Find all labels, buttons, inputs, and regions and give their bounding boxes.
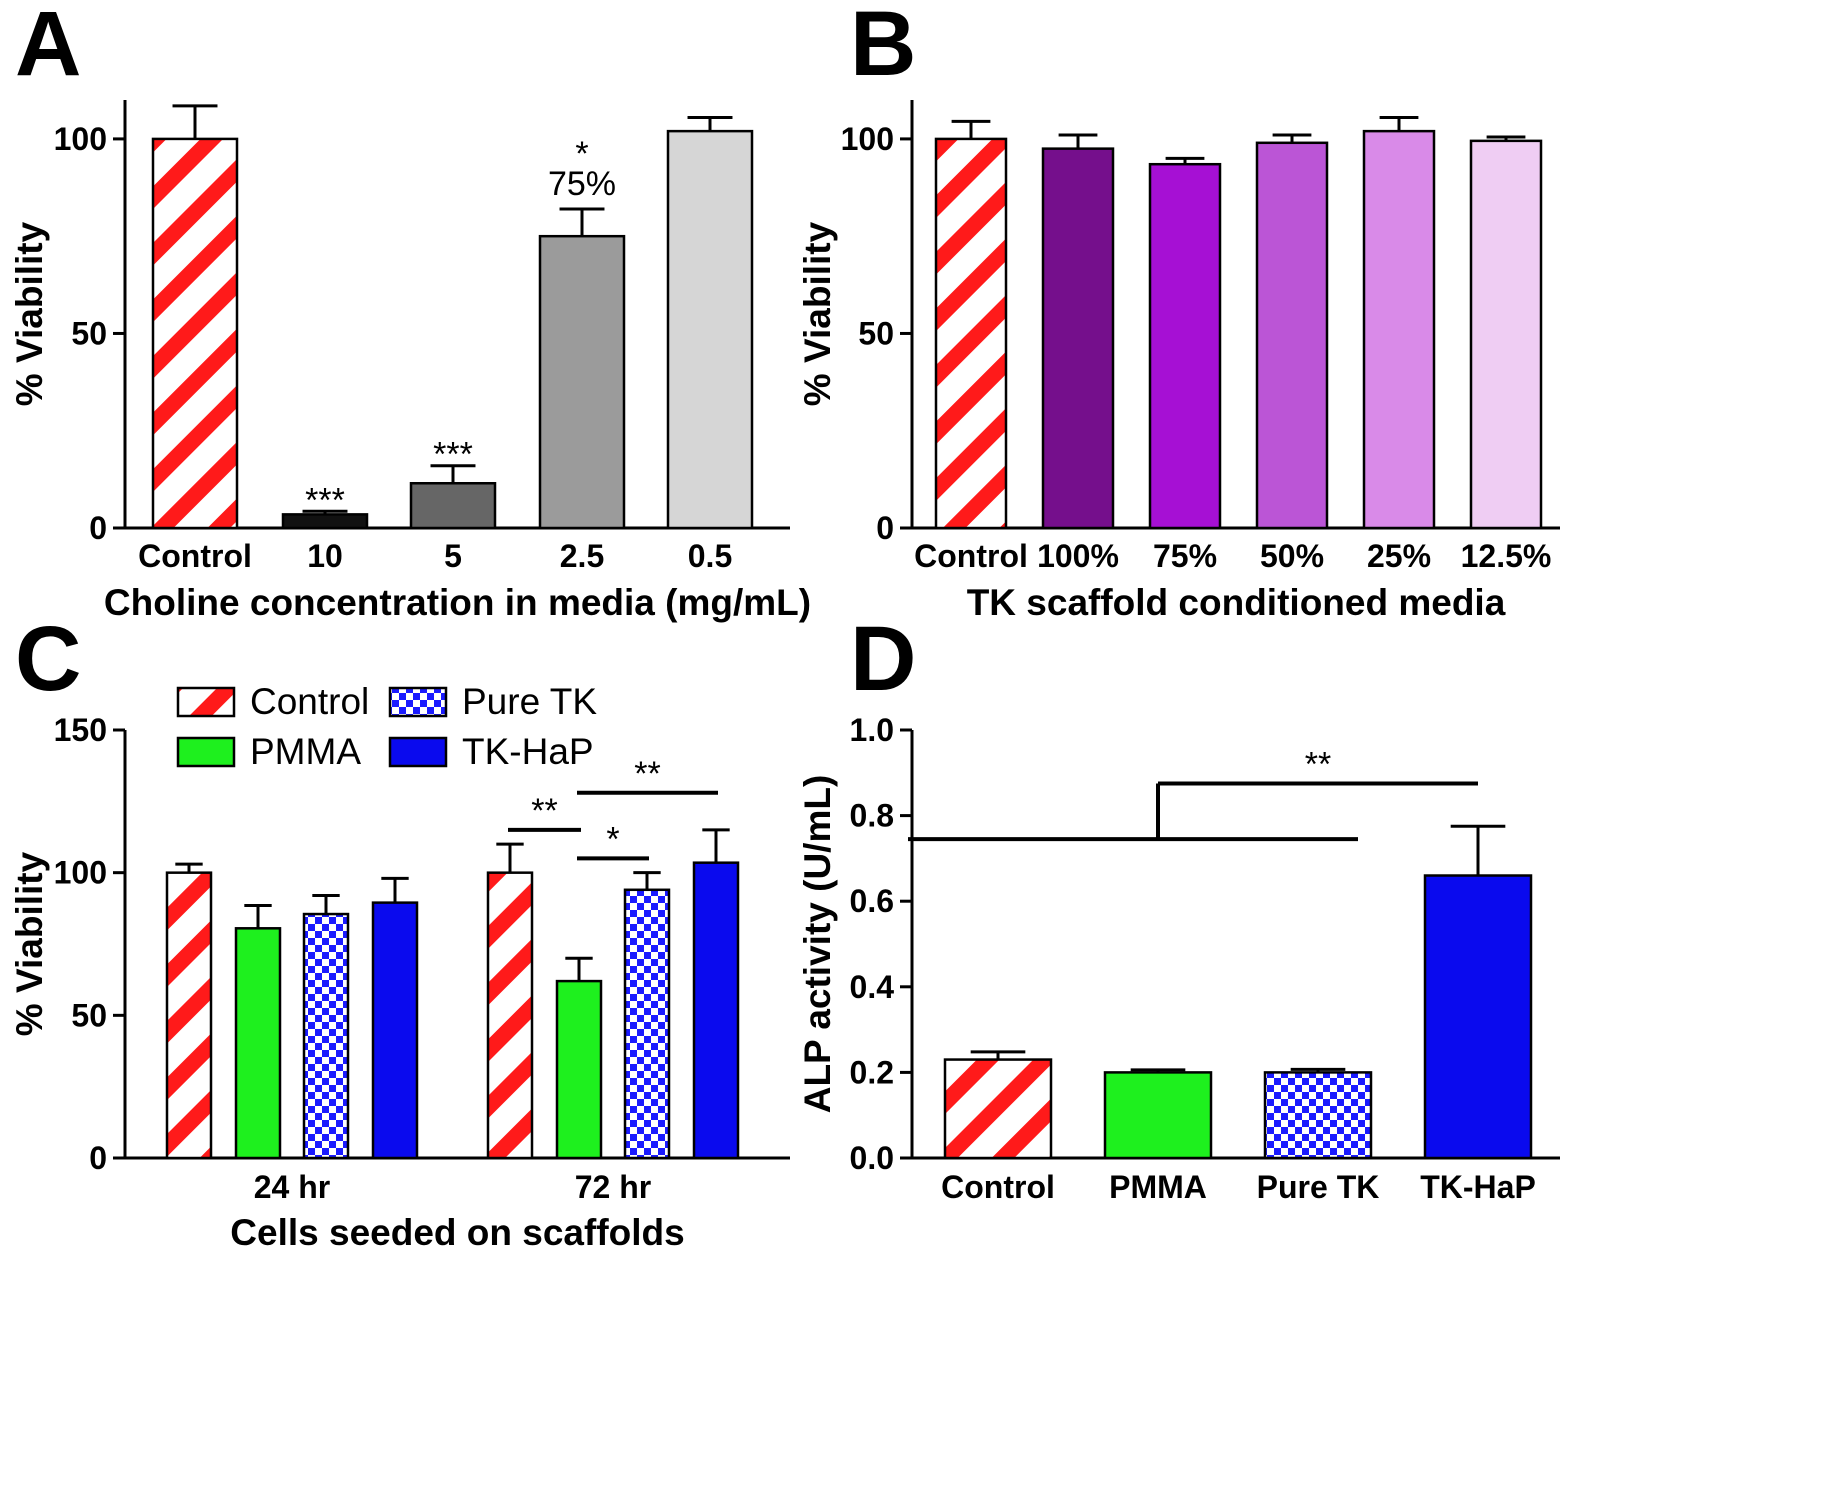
x-tick-label: Control xyxy=(914,538,1028,574)
x-tick-label: 72 hr xyxy=(575,1169,651,1205)
y-axis-title: % Viability xyxy=(9,221,50,406)
y-tick-label: 0 xyxy=(89,1140,107,1176)
y-axis-title: % Viability xyxy=(797,221,838,406)
bar-100- xyxy=(1041,147,1115,530)
x-tick-label: 0.5 xyxy=(688,538,732,574)
bar-pure-tk xyxy=(1263,1071,1373,1160)
bar-12-5- xyxy=(1469,139,1543,530)
panel-letter: C xyxy=(15,608,81,710)
x-axis-title: TK scaffold conditioned media xyxy=(967,582,1506,623)
x-axis-title: Cells seeded on scaffolds xyxy=(230,1212,684,1253)
bar-50- xyxy=(1255,141,1329,530)
y-axis-title: ALP activity (U/mL) xyxy=(797,775,838,1114)
legend-label: Control xyxy=(250,681,369,722)
bar-pmma xyxy=(555,979,603,1160)
bar-tk-hap xyxy=(1423,874,1533,1160)
x-tick-label: 12.5% xyxy=(1461,538,1552,574)
x-axis-title: Choline concentration in media (mg/mL) xyxy=(104,582,811,623)
x-tick-label: 75% xyxy=(1153,538,1217,574)
x-tick-label: 25% xyxy=(1367,538,1431,574)
y-tick-label: 50 xyxy=(71,315,107,351)
panel-B: B 0 50 100 % Viability TK scaffold conditione… xyxy=(797,0,1560,623)
x-tick-label: TK-HaP xyxy=(1420,1169,1536,1205)
bar-pure-tk xyxy=(623,888,671,1160)
y-tick-label: 0.2 xyxy=(850,1054,894,1090)
bar-75- xyxy=(1148,162,1222,530)
y-tick-label: 1.0 xyxy=(850,712,894,748)
bar-pure-tk xyxy=(302,912,350,1160)
significance-label: ** xyxy=(1305,746,1331,784)
bar-2-5 xyxy=(538,234,626,530)
y-tick-label: 0.8 xyxy=(850,798,894,834)
bar-control xyxy=(486,871,534,1160)
panel-A: A 0 50 100 % Viability Choline concentration … xyxy=(9,0,811,623)
y-tick-label: 50 xyxy=(71,997,107,1033)
significance-label: ** xyxy=(634,755,660,793)
x-tick-label: 24 hr xyxy=(254,1169,330,1205)
x-tick-label: PMMA xyxy=(1109,1169,1207,1205)
x-tick-label: 2.5 xyxy=(560,538,604,574)
bar-25- xyxy=(1362,129,1436,530)
y-tick-label: 0.6 xyxy=(850,883,894,919)
panel-letter: A xyxy=(15,0,81,95)
y-axis-title: % Viability xyxy=(9,851,50,1036)
bar-0-5 xyxy=(666,129,754,530)
legend-swatch xyxy=(176,736,236,768)
x-tick-label: 5 xyxy=(444,538,462,574)
bar-control xyxy=(165,871,213,1160)
y-tick-label: 100 xyxy=(54,855,107,891)
y-tick-label: 0 xyxy=(876,510,894,546)
significance-label: ** xyxy=(531,792,557,830)
y-tick-label: 150 xyxy=(54,712,107,748)
bar-pmma xyxy=(1103,1071,1213,1160)
y-tick-label: 0.4 xyxy=(850,969,895,1005)
y-tick-label: 0 xyxy=(89,510,107,546)
bar-tk-hap xyxy=(371,901,419,1160)
bar-annotation: *** xyxy=(433,436,473,474)
bar-pmma xyxy=(234,927,282,1160)
y-tick-label: 0.0 xyxy=(850,1140,894,1176)
bar-5 xyxy=(409,482,497,530)
legend-swatch xyxy=(176,686,236,718)
x-tick-label: Control xyxy=(941,1169,1055,1205)
x-tick-label: 50% xyxy=(1260,538,1324,574)
bar-control xyxy=(934,137,1008,530)
x-tick-label: Pure TK xyxy=(1257,1169,1380,1205)
x-tick-label: 10 xyxy=(307,538,343,574)
legend-swatch xyxy=(388,736,448,768)
y-tick-label: 100 xyxy=(841,121,894,157)
y-tick-label: 100 xyxy=(54,121,107,157)
bar-control xyxy=(943,1058,1053,1160)
x-tick-label: Control xyxy=(138,538,252,574)
bar-tk-hap xyxy=(692,861,740,1160)
panel-letter: D xyxy=(850,608,916,710)
bar-annotation: * xyxy=(575,135,588,173)
bar-annotation: 75% xyxy=(548,165,616,203)
significance-label: * xyxy=(606,820,619,858)
panel-D: D 0.0 0.2 0.4 0.6 0.8 1.0 ALP activity (U/mL) Co… xyxy=(797,608,1560,1205)
x-tick-label: 100% xyxy=(1037,538,1119,574)
panel-C: C 0 50 100 150 % Viability Cells seeded on sca… xyxy=(9,608,790,1253)
legend-label: PMMA xyxy=(250,731,361,772)
legend-label: TK-HaP xyxy=(462,731,594,772)
legend-swatch xyxy=(388,686,448,718)
legend-label: Pure TK xyxy=(462,681,597,722)
y-tick-label: 50 xyxy=(858,315,894,351)
bar-control xyxy=(151,137,239,530)
panel-letter: B xyxy=(850,0,916,95)
bar-annotation: *** xyxy=(305,481,345,519)
